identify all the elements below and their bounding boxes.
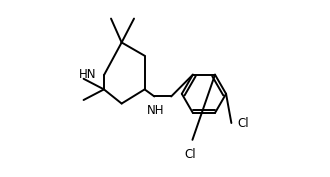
Text: Cl: Cl <box>185 148 196 161</box>
Text: HN: HN <box>79 68 97 81</box>
Text: NH: NH <box>147 104 164 116</box>
Text: Cl: Cl <box>238 117 249 130</box>
